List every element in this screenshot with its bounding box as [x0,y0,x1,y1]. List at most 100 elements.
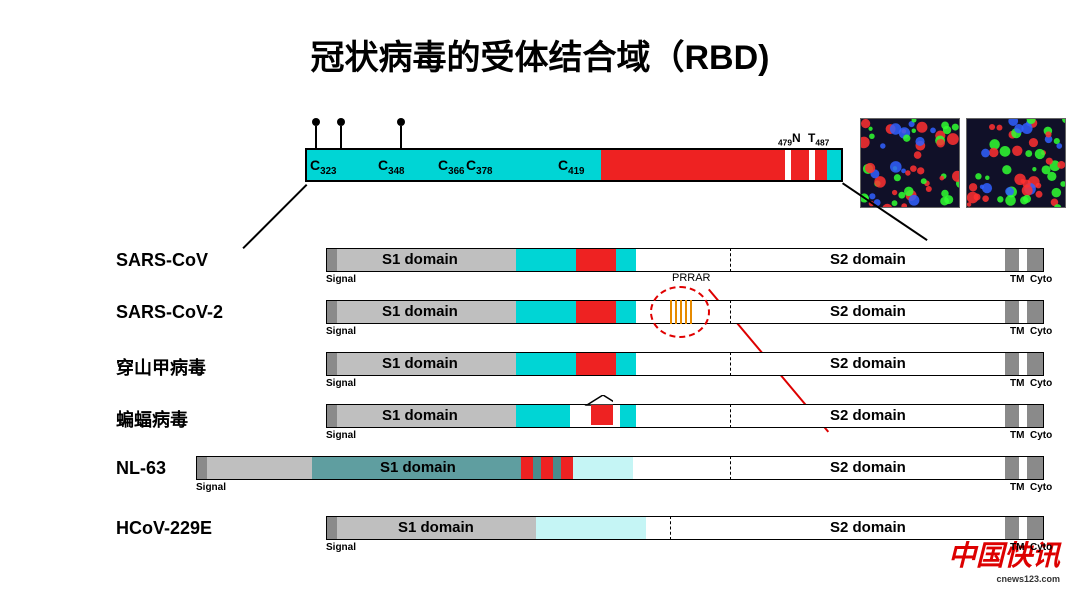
glycan-pin [315,126,317,148]
cyto-label: Cyto [1030,274,1052,285]
residue-label: C378 [466,157,492,177]
track-segment [207,457,312,479]
track-segment [327,517,337,539]
s1-domain-label: S1 domain [382,407,458,424]
tm-label: TM [1010,326,1024,337]
track-segment [1019,353,1027,375]
microscopy-image-1 [860,118,960,208]
track-segment [327,405,337,427]
track-segment [1027,457,1043,479]
s1-domain-label: S1 domain [380,459,456,476]
virus-row-label: 蝙蝠病毒 [116,406,188,432]
diagram-canvas: 冠状病毒的受体结合域（RBD) 中国快讯 cnews123.com C323C3… [0,0,1080,594]
virus-row-label: SARS-CoV-2 [116,302,223,323]
track-segment [1019,457,1027,479]
track-segment [516,249,576,271]
track-segment [516,405,570,427]
track-segment [197,457,207,479]
signal-label: Signal [326,274,356,285]
s2-domain-label: S2 domain [830,407,906,424]
spike-track [196,456,1044,480]
zoom-segment [815,150,827,180]
signal-label: Signal [326,326,356,337]
track-segment [327,301,337,323]
track-segment [533,457,541,479]
track-segment [573,457,633,479]
track-segment [516,353,576,375]
track-segment [521,457,533,479]
signal-label: Signal [196,482,226,493]
s2-domain-label: S2 domain [830,355,906,372]
track-segment [633,457,1005,479]
track-segment [1005,353,1019,375]
track-segment [327,249,337,271]
s1-s2-boundary [730,352,731,376]
s1-s2-boundary [730,248,731,272]
tm-label: TM [1010,274,1024,285]
s2-domain-label: S2 domain [830,459,906,476]
track-segment [576,353,616,375]
tm-label: TM [1010,482,1024,493]
s2-domain-label: S2 domain [830,251,906,268]
track-segment [1027,301,1043,323]
track-segment [1019,249,1027,271]
cyto-label: Cyto [1030,482,1052,493]
residue-label: C323 [310,157,336,177]
track-segment [576,249,616,271]
track-segment [616,301,636,323]
residue-label: C348 [378,157,404,177]
zoom-segment [827,150,841,180]
s1-domain-label: S1 domain [398,519,474,536]
s1-s2-boundary [730,300,731,324]
s1-s2-boundary [730,404,731,428]
bat-rbd-gap-icon [583,395,613,425]
glycan-pin [340,126,342,148]
s1-domain-label: S1 domain [382,251,458,268]
track-segment [561,457,573,479]
track-segment [636,249,1005,271]
track-segment [636,405,1005,427]
zoom-segment [601,150,786,180]
tm-label: TM [1010,378,1024,389]
zoom-segment [791,150,809,180]
tm-label: TM [1010,542,1024,553]
s2-domain-label: S2 domain [830,519,906,536]
residue-top-label: 479N [778,131,801,147]
track-segment [576,301,616,323]
track-segment [646,517,1005,539]
track-segment [1019,517,1027,539]
track-segment [516,301,576,323]
signal-label: Signal [326,378,356,389]
signal-label: Signal [326,542,356,553]
residue-label: C419 [558,157,584,177]
microscopy-image-2 [966,118,1066,208]
track-segment [1005,457,1019,479]
track-segment [636,353,1005,375]
signal-label: Signal [326,430,356,441]
prrar-text-label: PRRAR [672,272,711,284]
cyto-label: Cyto [1030,378,1052,389]
track-segment [1005,249,1019,271]
track-segment [1005,405,1019,427]
track-segment [553,457,561,479]
cyto-label: Cyto [1030,542,1052,553]
logo-sub: cnews123.com [948,574,1060,584]
virus-row-label: 穿山甲病毒 [116,354,206,380]
track-segment [1005,301,1019,323]
track-segment [1027,353,1043,375]
residue-top-label: T487 [808,131,829,147]
track-segment [616,353,636,375]
residue-label: C366 [438,157,464,177]
track-segment [541,457,553,479]
s1-s2-boundary [670,516,671,540]
track-segment [1019,301,1027,323]
track-segment [536,517,646,539]
cyto-label: Cyto [1030,430,1052,441]
s2-domain-label: S2 domain [830,303,906,320]
s1-domain-label: S1 domain [382,303,458,320]
zoom-connector [242,184,307,249]
track-segment [1027,249,1043,271]
track-segment [1027,517,1043,539]
tm-label: TM [1010,430,1024,441]
glycan-pin [400,126,402,148]
